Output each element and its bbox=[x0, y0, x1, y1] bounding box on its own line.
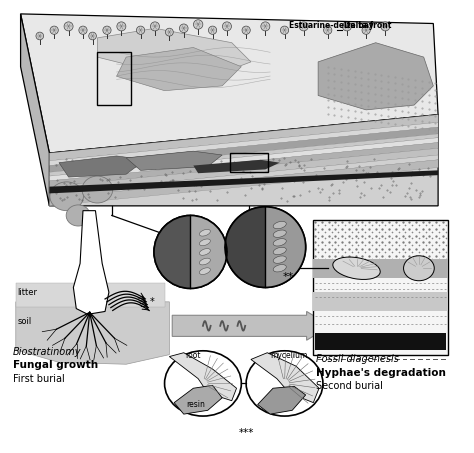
Ellipse shape bbox=[66, 205, 90, 226]
Circle shape bbox=[261, 22, 270, 31]
Text: *: * bbox=[150, 297, 155, 307]
Circle shape bbox=[79, 26, 87, 34]
Circle shape bbox=[89, 32, 96, 40]
Ellipse shape bbox=[200, 229, 210, 236]
Polygon shape bbox=[318, 43, 433, 110]
Polygon shape bbox=[73, 211, 109, 314]
Polygon shape bbox=[117, 48, 241, 91]
Circle shape bbox=[117, 22, 126, 31]
Text: resin: resin bbox=[186, 400, 205, 410]
Circle shape bbox=[362, 26, 370, 34]
Text: root: root bbox=[186, 352, 201, 361]
Text: Estuarine-delta bay: Estuarine-delta bay bbox=[289, 21, 374, 30]
Polygon shape bbox=[49, 160, 438, 206]
Polygon shape bbox=[49, 115, 438, 206]
Ellipse shape bbox=[246, 351, 323, 416]
Polygon shape bbox=[49, 143, 438, 187]
Ellipse shape bbox=[333, 257, 380, 280]
Polygon shape bbox=[49, 148, 438, 193]
Polygon shape bbox=[49, 127, 438, 172]
FancyArrow shape bbox=[172, 312, 330, 340]
Ellipse shape bbox=[273, 222, 286, 229]
Ellipse shape bbox=[82, 176, 113, 203]
Polygon shape bbox=[251, 353, 319, 403]
Text: Delta front: Delta front bbox=[344, 21, 392, 30]
Circle shape bbox=[103, 26, 111, 34]
Polygon shape bbox=[20, 14, 438, 153]
Ellipse shape bbox=[200, 239, 210, 246]
Circle shape bbox=[281, 26, 289, 34]
Polygon shape bbox=[16, 302, 169, 364]
Text: soil: soil bbox=[18, 317, 32, 326]
Bar bbox=[230, 153, 268, 172]
Circle shape bbox=[165, 28, 173, 36]
Circle shape bbox=[150, 22, 159, 31]
Polygon shape bbox=[49, 155, 438, 198]
Polygon shape bbox=[49, 138, 438, 181]
Circle shape bbox=[50, 26, 58, 34]
Polygon shape bbox=[169, 353, 237, 401]
Circle shape bbox=[324, 26, 332, 34]
Ellipse shape bbox=[273, 230, 286, 237]
Ellipse shape bbox=[200, 268, 210, 275]
Bar bbox=[313, 259, 448, 278]
Polygon shape bbox=[16, 283, 164, 307]
Wedge shape bbox=[154, 216, 191, 289]
Text: Hyphae's degradation: Hyphae's degradation bbox=[316, 368, 446, 378]
Circle shape bbox=[36, 32, 44, 40]
Polygon shape bbox=[59, 156, 146, 177]
Bar bbox=[313, 220, 448, 355]
Polygon shape bbox=[20, 14, 49, 206]
Circle shape bbox=[222, 22, 231, 31]
Ellipse shape bbox=[273, 256, 286, 263]
Ellipse shape bbox=[200, 258, 210, 265]
Ellipse shape bbox=[273, 239, 286, 246]
Circle shape bbox=[242, 26, 250, 34]
Text: Second burial: Second burial bbox=[316, 381, 383, 391]
Circle shape bbox=[225, 207, 306, 288]
Ellipse shape bbox=[164, 351, 241, 416]
Text: ***: *** bbox=[238, 428, 254, 438]
Polygon shape bbox=[49, 134, 438, 176]
Wedge shape bbox=[191, 216, 227, 289]
Ellipse shape bbox=[403, 256, 434, 281]
Circle shape bbox=[209, 26, 217, 34]
Circle shape bbox=[299, 22, 308, 31]
Polygon shape bbox=[97, 28, 251, 76]
Circle shape bbox=[193, 20, 203, 29]
Polygon shape bbox=[49, 170, 438, 193]
Polygon shape bbox=[49, 122, 438, 165]
Wedge shape bbox=[225, 207, 265, 288]
Bar bbox=[315, 333, 446, 350]
Polygon shape bbox=[258, 386, 306, 414]
Ellipse shape bbox=[273, 265, 286, 272]
Circle shape bbox=[64, 22, 73, 31]
Polygon shape bbox=[193, 160, 280, 173]
Ellipse shape bbox=[50, 182, 83, 211]
Ellipse shape bbox=[273, 247, 286, 255]
Text: **: ** bbox=[283, 272, 294, 282]
Polygon shape bbox=[126, 151, 222, 170]
Polygon shape bbox=[174, 386, 222, 414]
Text: First burial: First burial bbox=[13, 374, 64, 384]
Text: litter: litter bbox=[18, 288, 38, 297]
Bar bbox=[97, 52, 131, 105]
Wedge shape bbox=[265, 207, 306, 288]
Circle shape bbox=[154, 216, 227, 289]
Circle shape bbox=[342, 22, 351, 31]
Circle shape bbox=[180, 24, 188, 33]
Polygon shape bbox=[49, 115, 438, 161]
Text: mycelium: mycelium bbox=[271, 352, 308, 361]
Circle shape bbox=[137, 26, 145, 34]
Text: Biostratinomy: Biostratinomy bbox=[13, 347, 82, 357]
Ellipse shape bbox=[200, 249, 210, 255]
Text: Fossil diagenesis: Fossil diagenesis bbox=[316, 354, 399, 364]
Bar bbox=[313, 292, 448, 312]
Text: Fungal growth: Fungal growth bbox=[13, 360, 98, 370]
Circle shape bbox=[381, 22, 390, 31]
